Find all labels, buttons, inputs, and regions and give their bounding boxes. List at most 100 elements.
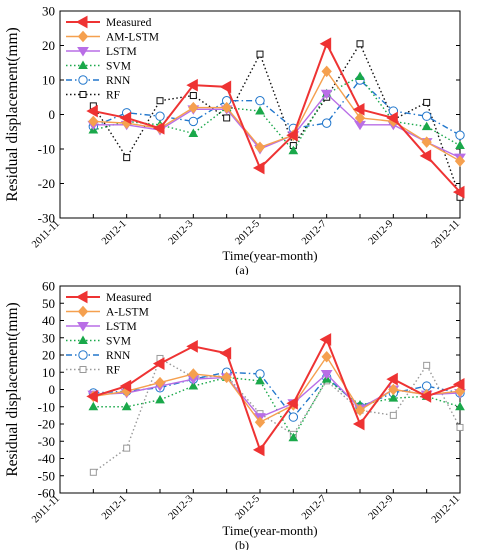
data-point-am-lstm-a: [221, 101, 232, 114]
data-point-rf-b: [423, 361, 431, 369]
x-tick-label-a: 2012-5: [233, 218, 262, 247]
x-tick-label-b: 2012-9: [367, 493, 396, 522]
series-line-svm-b: [93, 376, 461, 440]
data-point-svm-a: [188, 128, 199, 137]
data-point-a-lstm-b: [254, 416, 266, 429]
data-point-rf-a: [123, 154, 131, 162]
data-point-rf-a: [189, 92, 197, 100]
data-point-measured-b: [419, 390, 432, 403]
data-point-measured-a: [86, 104, 98, 118]
legend-marker-svm-a: [78, 60, 88, 69]
x-tick-label-a: 2012-1: [100, 218, 129, 247]
legend-label-rf-b: RF: [106, 365, 120, 377]
y-tick-label-b: -60: [38, 486, 55, 501]
y-tick-label-b: 60: [42, 279, 55, 294]
data-point-am-lstm-a: [88, 115, 99, 128]
data-point-svm-b: [88, 401, 99, 411]
series-line-rnn-a: [93, 78, 461, 136]
legend-b: Measured A-LSTM LSTM SVM RNN RF: [66, 290, 152, 377]
data-point-measured-a: [319, 37, 332, 51]
legend-marker-rf-a: [79, 91, 87, 98]
series-line-lstm-a: [93, 92, 461, 159]
x-tick-label-a: 2012-9: [367, 218, 396, 247]
data-point-svm-a: [288, 145, 299, 155]
series-line-rf-a: [92, 42, 461, 198]
x-tick-label-a: 2012-11: [430, 218, 462, 250]
y-tick-label-b: 50: [42, 296, 55, 311]
series-rf-a: [89, 40, 464, 201]
data-point-svm-b: [388, 393, 399, 402]
chart-panel-a: -30 -20 -10 0 10 20 30 2011-11 2012-1 2012-3 2012-…: [4, 4, 466, 275]
y-tick-label-a: 10: [42, 73, 55, 88]
legend-label-svm-a: SVM: [106, 61, 131, 73]
data-point-lstm-a: [320, 89, 333, 100]
x-tick-label-b: 2012-3: [167, 493, 196, 522]
data-point-am-lstm-a: [354, 112, 366, 124]
x-tick-label-b: 2012-11: [430, 493, 462, 525]
data-point-rf-a: [356, 40, 364, 48]
x-axis-label-b: Time(year-month): [222, 523, 317, 538]
data-point-measured-b: [386, 372, 398, 386]
legend-label-measured-a: Measured: [106, 17, 152, 29]
data-point-am-lstm-a: [188, 101, 199, 114]
y-tick-label-b: 0: [49, 382, 56, 397]
legend-marker-rnn-a: [78, 75, 88, 85]
y-tick-label-a: 30: [42, 4, 55, 19]
x-tick-label-a: 2012-7: [300, 218, 329, 247]
x-axis-label-a: Time(year-month): [222, 248, 317, 263]
data-point-measured-a: [386, 111, 398, 125]
data-point-svm-b: [455, 401, 465, 411]
y-tick-label-b: 10: [42, 365, 55, 380]
data-point-rnn-a: [255, 96, 265, 106]
y-tick-label-b: -40: [38, 451, 55, 466]
y-axis-label-b: Residual displacement(mm): [4, 302, 21, 476]
x-tick-label-b: 2012-7: [300, 493, 329, 522]
y-tick-label-a: 20: [42, 38, 55, 53]
data-point-lstm-b: [320, 369, 333, 380]
legend-label-lstm-a: LSTM: [106, 46, 137, 58]
data-point-a-lstm-b: [354, 404, 366, 416]
legend-label-rnn-b: RNN: [106, 350, 131, 362]
data-point-measured-b: [286, 396, 298, 410]
data-point-measured-a: [419, 149, 432, 163]
y-tick-label-b: -20: [38, 417, 55, 432]
data-point-am-lstm-a: [454, 155, 466, 167]
legend-marker-measured-b: [75, 290, 88, 304]
x-tick-label-b: 2012-5: [233, 493, 262, 522]
series-line-measured-a: [93, 41, 461, 193]
data-point-measured-a: [352, 102, 365, 116]
data-point-svm-a: [355, 71, 365, 81]
data-point-measured-a: [152, 121, 165, 135]
legend-marker-rnn-b: [78, 350, 88, 360]
series-line-measured-b: [93, 337, 461, 453]
data-point-am-lstm-a: [321, 65, 332, 78]
y-tick-label-a: -30: [38, 211, 55, 226]
data-point-rf-b: [389, 411, 397, 419]
y-tick-label-a: 0: [49, 107, 56, 122]
data-point-measured-b: [452, 377, 465, 391]
data-point-rnn-b: [288, 412, 299, 422]
data-point-rf-a: [156, 97, 164, 105]
data-point-measured-a: [186, 78, 198, 92]
data-point-a-lstm-b: [221, 371, 232, 384]
data-point-a-lstm-b: [154, 376, 166, 389]
data-point-rf-a: [223, 114, 231, 122]
data-point-measured-a: [119, 111, 132, 125]
series-line-am-lstm-a: [93, 70, 461, 162]
data-point-rnn-a: [321, 118, 332, 128]
legend-marker-lstm-b: [77, 322, 89, 332]
data-point-svm-a: [455, 140, 465, 150]
y-tick-label-b: -10: [38, 399, 55, 414]
legend-label-a-lstm-b: A-LSTM: [106, 307, 149, 319]
legend-label-rnn-a: RNN: [106, 75, 131, 87]
data-point-svm-a: [255, 106, 265, 115]
data-point-a-lstm-b: [321, 350, 332, 363]
chart-panel-b: -60 -50 -40 -30 -20 -10 0 10 20 30 40 50 60 2011-11 20…: [0, 275, 485, 550]
legend-label-lstm-b: LSTM: [106, 321, 137, 333]
legend-marker-a-lstm-b: [77, 305, 89, 318]
y-tick-label-b: -30: [38, 434, 55, 449]
series-line-a-lstm-b: [93, 355, 461, 424]
series-line-lstm-b: [93, 373, 461, 418]
